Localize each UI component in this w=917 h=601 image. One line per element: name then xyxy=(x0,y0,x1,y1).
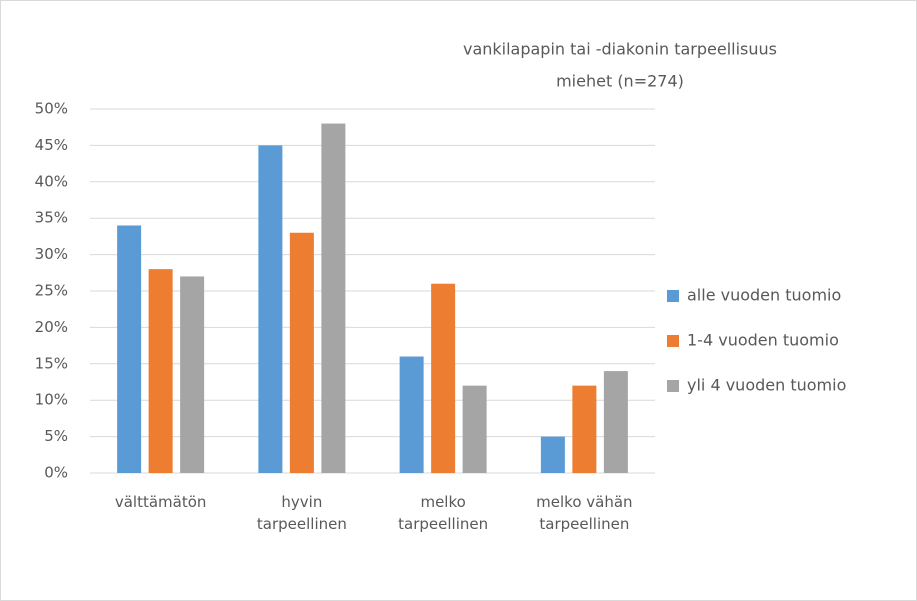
x-tick-label: hyvin tarpeellinen xyxy=(256,493,347,533)
chart-title: vankilapapin tai -diakonin tarpeellisuus xyxy=(463,40,777,59)
bar xyxy=(572,385,597,473)
x-tick-label: välttämätön xyxy=(114,493,207,511)
legend-label: 1-4 vuoden tuomio xyxy=(687,331,839,350)
y-tick-label: 10% xyxy=(35,391,68,409)
bar xyxy=(462,385,487,473)
legend-swatch xyxy=(667,335,679,347)
y-tick-label: 40% xyxy=(35,172,68,190)
legend-label: yli 4 vuoden tuomio xyxy=(687,376,846,395)
bar xyxy=(540,436,565,473)
bar xyxy=(148,269,173,473)
bar xyxy=(431,283,456,473)
legend-swatch xyxy=(667,290,679,302)
bar xyxy=(399,356,424,473)
y-tick-label: 35% xyxy=(35,209,68,227)
bar xyxy=(180,276,205,473)
y-tick-label: 20% xyxy=(35,318,68,336)
bar xyxy=(603,371,628,473)
legend-swatch xyxy=(667,380,679,392)
y-tick-label: 0% xyxy=(44,464,68,482)
y-tick-label: 25% xyxy=(35,282,68,300)
y-tick-label: 5% xyxy=(44,427,68,445)
x-tick-label: melko tarpeellinen xyxy=(398,493,489,533)
y-tick-label: 15% xyxy=(35,354,68,372)
bar xyxy=(289,232,314,473)
y-tick-label: 45% xyxy=(35,136,68,154)
y-tick-label: 30% xyxy=(35,245,68,263)
chart-subtitle: miehet (n=274) xyxy=(556,72,684,91)
x-tick-label: melko vähän tarpeellinen xyxy=(536,493,633,533)
bar xyxy=(117,225,142,473)
y-tick-label: 50% xyxy=(35,100,68,118)
bar xyxy=(258,145,283,473)
bar xyxy=(321,123,346,473)
legend-label: alle vuoden tuomio xyxy=(687,286,841,305)
